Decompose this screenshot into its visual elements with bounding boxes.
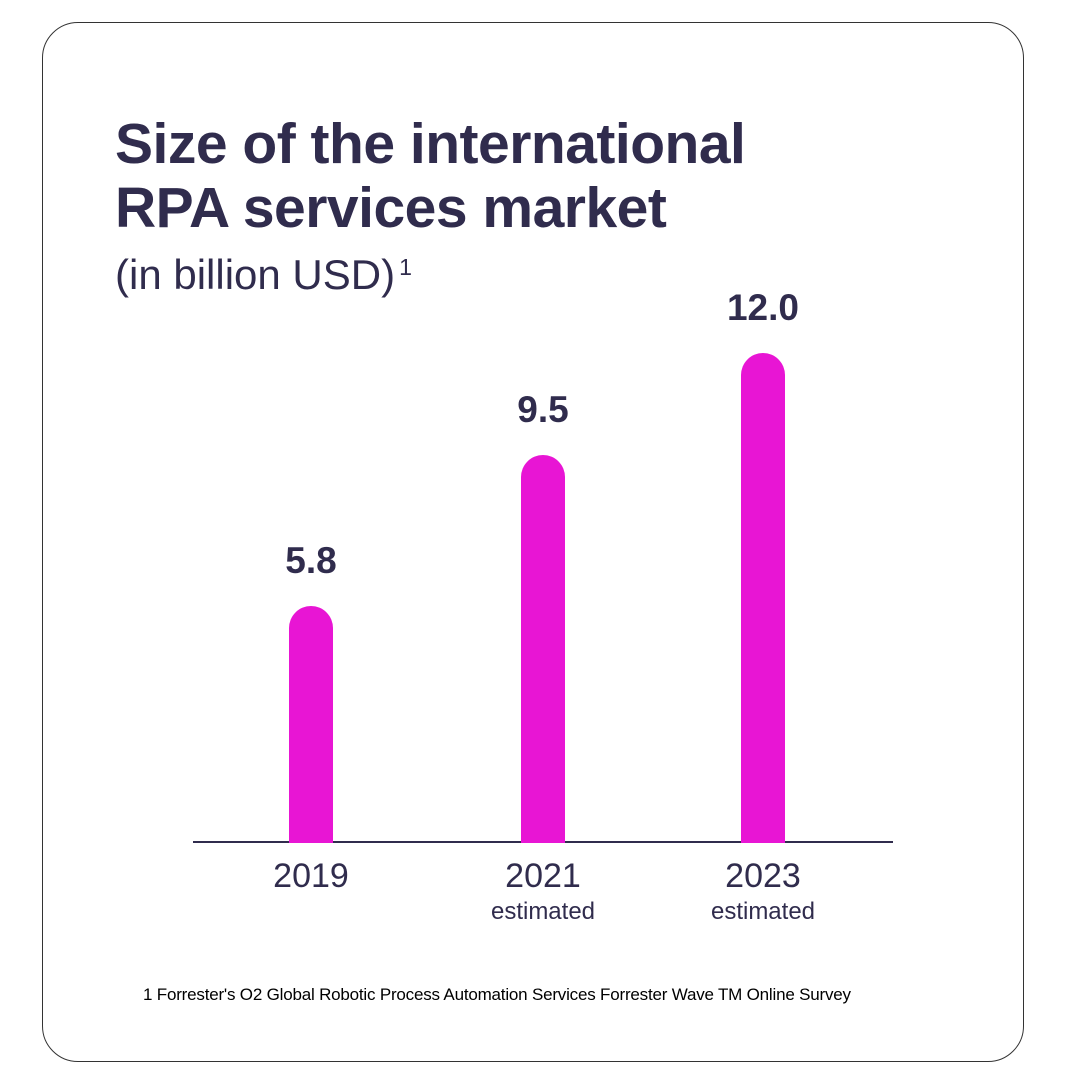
subtitle-text: (in billion USD) — [115, 251, 395, 298]
subtitle-sup: 1 — [399, 254, 412, 280]
footnote: 1 Forrester's O2 Global Robotic Process … — [143, 985, 943, 1005]
bar-2 — [741, 353, 785, 843]
bar-0 — [289, 606, 333, 843]
x-label-1: 2021 estimated — [423, 857, 663, 926]
bar-value-1: 9.5 — [443, 389, 643, 431]
bar-value-0: 5.8 — [211, 540, 411, 582]
title-line-2: RPA services market — [115, 176, 666, 240]
x-label-2: 2023 estimated — [643, 857, 883, 926]
chart-card: Size of the international RPA services m… — [42, 22, 1024, 1062]
x-year-2: 2023 — [643, 857, 883, 896]
x-label-0: 2019 — [191, 857, 431, 896]
bar-value-2: 12.0 — [663, 287, 863, 329]
chart-area: 5.8 2019 9.5 2021 estimated 12.0 2023 es… — [193, 353, 893, 843]
x-year-0: 2019 — [191, 857, 431, 896]
bar-1 — [521, 455, 565, 843]
x-note-1: estimated — [423, 898, 663, 926]
x-note-2: estimated — [643, 898, 883, 926]
x-year-1: 2021 — [423, 857, 663, 896]
title-line-1: Size of the international — [115, 112, 745, 176]
chart-subtitle: (in billion USD)1 — [115, 251, 412, 299]
chart-title: Size of the international RPA services m… — [115, 113, 935, 241]
